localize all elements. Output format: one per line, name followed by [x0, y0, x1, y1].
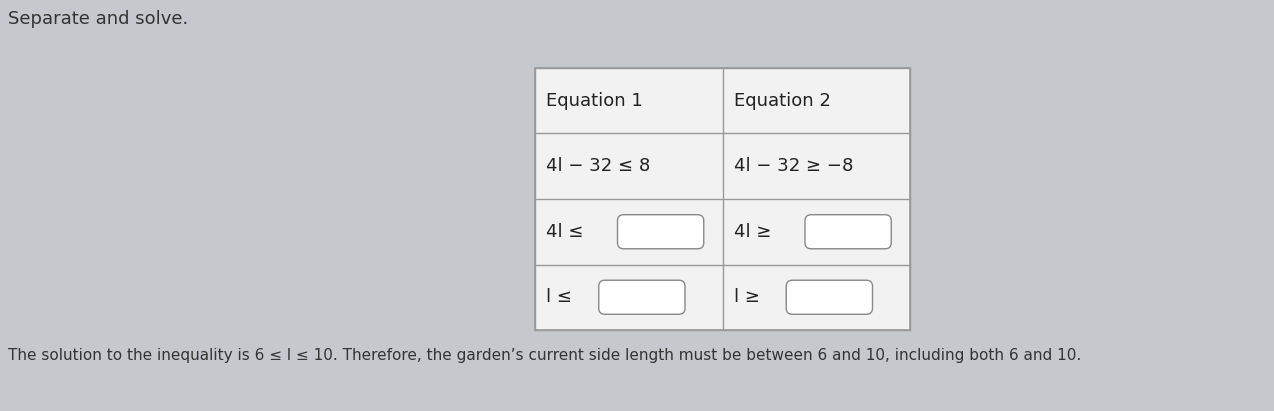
FancyBboxPatch shape [805, 215, 892, 249]
Text: 4l − 32 ≤ 8: 4l − 32 ≤ 8 [547, 157, 651, 175]
FancyBboxPatch shape [599, 280, 685, 314]
Text: l ≤: l ≤ [547, 288, 572, 306]
FancyBboxPatch shape [535, 68, 910, 330]
Text: 4l ≥: 4l ≥ [734, 223, 771, 241]
FancyBboxPatch shape [618, 215, 703, 249]
Text: Equation 2: Equation 2 [734, 92, 831, 110]
Text: 4l − 32 ≥ −8: 4l − 32 ≥ −8 [734, 157, 854, 175]
Text: The solution to the inequality is 6 ≤ l ≤ 10. Therefore, the garden’s current si: The solution to the inequality is 6 ≤ l … [8, 348, 1082, 363]
Text: Equation 1: Equation 1 [547, 92, 643, 110]
FancyBboxPatch shape [786, 280, 873, 314]
Text: Separate and solve.: Separate and solve. [8, 10, 189, 28]
Text: 4l ≤: 4l ≤ [547, 223, 583, 241]
Text: l ≥: l ≥ [734, 288, 759, 306]
